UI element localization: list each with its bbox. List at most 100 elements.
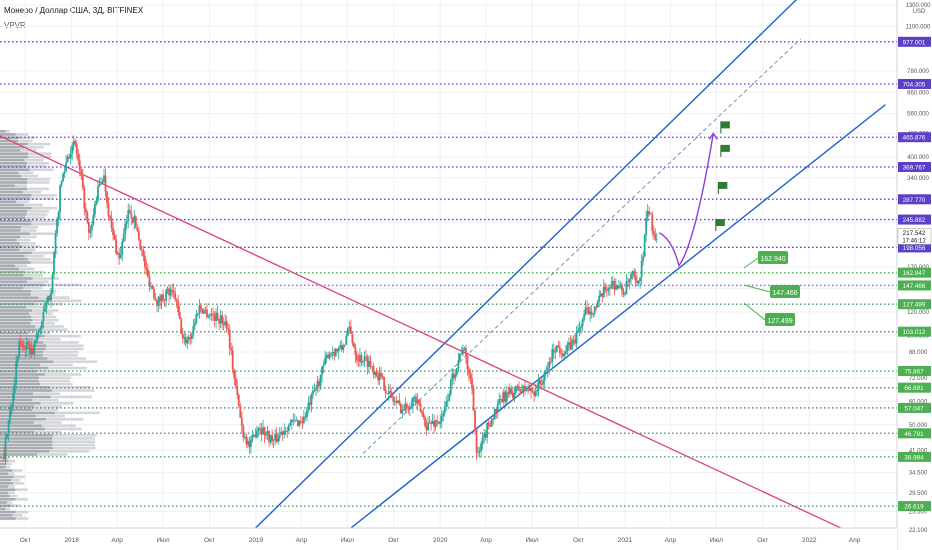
candle-body [298,420,301,426]
candle-body [372,366,375,375]
volume-bar-up [0,162,27,165]
price-tick-label: 22.100 [909,528,928,534]
candle-body [27,342,30,345]
volume-bar-up [0,398,33,402]
candle-body [602,286,605,297]
candle-body [352,343,355,348]
candle-body [168,288,171,296]
price-tick-label: 25.500 [909,510,928,516]
candle-body [465,347,467,356]
volume-bar-up [0,366,48,370]
candle-body [331,352,334,353]
candle-body [374,372,376,375]
candle-body [101,181,104,184]
level-price-tag [898,280,931,291]
candle-body [198,305,201,314]
volume-bar-up [0,347,46,351]
candle-body [151,285,154,290]
candle-body [508,388,511,394]
volume-bar-up [0,229,21,232]
candle-body [569,342,572,350]
candle-body [616,285,619,289]
candle-body [368,361,370,367]
candle-body [150,285,152,287]
candle-body [304,416,307,418]
candle-body [577,330,579,333]
candle-body [86,212,89,223]
candle-body [366,356,369,367]
candle-body [360,355,363,363]
candle-body [507,392,510,394]
candle-body [474,410,476,429]
candle-body [97,186,99,201]
volume-bar-up [0,216,25,219]
candle-body [586,307,589,309]
candle-body [193,323,196,326]
volume-bar-up [0,206,32,210]
candle-body [287,425,290,432]
downtrend-line [0,135,860,538]
volume-bar-up [0,478,11,482]
price-callout [765,313,795,326]
candle-body [213,315,216,321]
candle-body [431,420,434,424]
candle-body [36,332,39,341]
candle-body [483,434,486,438]
candle-body [95,200,98,205]
candle-body [283,430,286,435]
volume-bar-up [0,427,45,431]
candle-body [115,239,118,254]
volume-bar-up [0,210,28,213]
candle-body [37,329,40,333]
volume-bar-up [0,318,33,322]
callout-pointer [743,284,771,293]
volume-bar-up [0,485,9,488]
candle-body [177,301,180,312]
candle-body [4,437,7,460]
volume-bar-up [0,408,33,411]
candle-body [133,216,136,223]
candle-body [349,326,352,334]
candle-body [6,434,8,438]
candle-body [405,403,408,408]
volume-bar-up [0,328,38,331]
level-price-label: 26.619 [904,504,924,511]
candle-body [610,283,613,289]
candle-body [463,347,466,350]
candle-body [21,343,24,346]
candle-body [548,361,551,369]
candle-body [230,348,233,351]
volume-bar-up [0,450,50,453]
candle-body [475,428,478,453]
candle-body [554,351,557,353]
candle-body [565,351,567,354]
volume-bar-up [0,421,34,424]
candle-body [210,313,213,315]
candle-body [410,405,413,408]
candle-body [34,340,37,344]
flag-icon [718,181,728,189]
candle-body [460,353,463,355]
volume-bar-up [0,482,14,485]
volume-bar-up [0,213,27,216]
candle-body [489,426,492,427]
candle-body [469,374,472,379]
volume-bar-up [0,133,16,136]
volume-bar-up [0,414,36,418]
level-price-tag [898,267,931,278]
candle-body [636,280,638,284]
candle-body [9,408,11,421]
candle-body [599,293,602,296]
candle-body [480,443,482,452]
candle-body [124,223,127,235]
candle-body [195,314,198,324]
candle-body [487,423,490,427]
level-price-tag [898,78,931,89]
candle-body [498,399,501,404]
candle-body [18,341,21,358]
volume-bar-up [0,181,28,184]
candle-body [60,181,63,186]
candle-body [154,297,157,301]
candle-body [495,408,498,412]
